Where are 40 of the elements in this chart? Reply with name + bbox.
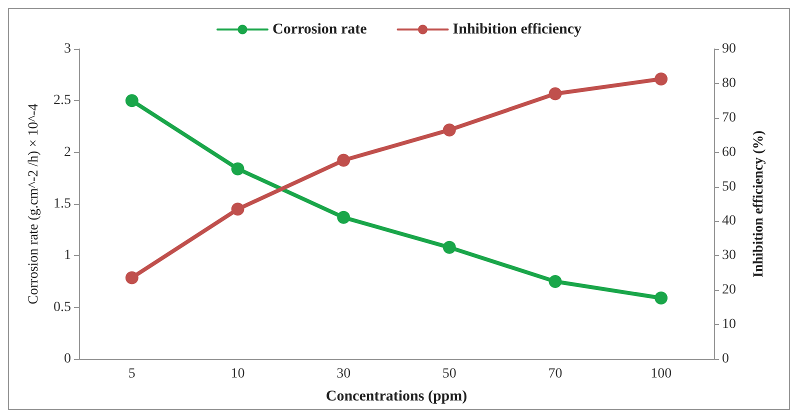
y2-tick-label: 20	[722, 282, 736, 298]
y2-tick-label: 90	[722, 42, 736, 56]
point	[125, 94, 138, 108]
point	[231, 202, 244, 216]
y-tick-label: 2	[64, 144, 71, 160]
legend-label: Corrosion rate	[272, 22, 368, 38]
y2-axis-title: Inhibition efficiency (%)	[752, 130, 766, 278]
y2-tick-label: 0	[722, 352, 729, 366]
x-axis-title: Concentrations (ppm)	[326, 388, 468, 404]
y-tick-label: 2.5	[54, 93, 71, 108]
x-tick-label: 100	[650, 366, 672, 382]
y2-tick-label: 40	[722, 214, 736, 229]
point	[337, 210, 350, 224]
y-tick-label: 1.5	[54, 196, 71, 212]
y-tick-label: 0.5	[54, 300, 71, 315]
point	[337, 154, 350, 167]
y2-tick-label: 10	[722, 317, 736, 332]
y-tick-label: 3	[64, 42, 71, 56]
x-tick-label: 5	[128, 366, 136, 382]
point	[125, 271, 138, 284]
point	[654, 292, 668, 305]
y2-tick-label: 70	[722, 110, 736, 126]
y2-tick-label: 60	[722, 144, 736, 160]
point	[548, 275, 562, 288]
y-axis-title: Corrosion rate (g.cm^-2 /h) × 10^-4	[26, 104, 42, 304]
y-tick-label: 1	[64, 248, 71, 264]
x-tick-label: 70	[548, 366, 562, 382]
y2-tick-label: 30	[722, 248, 736, 264]
legend-label: Inhibition efficiency	[452, 22, 582, 38]
x-tick-label: 30	[336, 366, 351, 382]
y-tick-label: 0	[64, 352, 71, 366]
point	[548, 87, 562, 100]
y2-tick-label: 50	[722, 179, 736, 194]
point	[442, 123, 456, 136]
point	[654, 72, 668, 86]
x-tick-label: 50	[442, 366, 456, 382]
point	[442, 240, 456, 254]
point	[231, 162, 244, 176]
x-tick-label: 10	[230, 366, 245, 382]
y2-tick-label: 80	[722, 76, 736, 91]
